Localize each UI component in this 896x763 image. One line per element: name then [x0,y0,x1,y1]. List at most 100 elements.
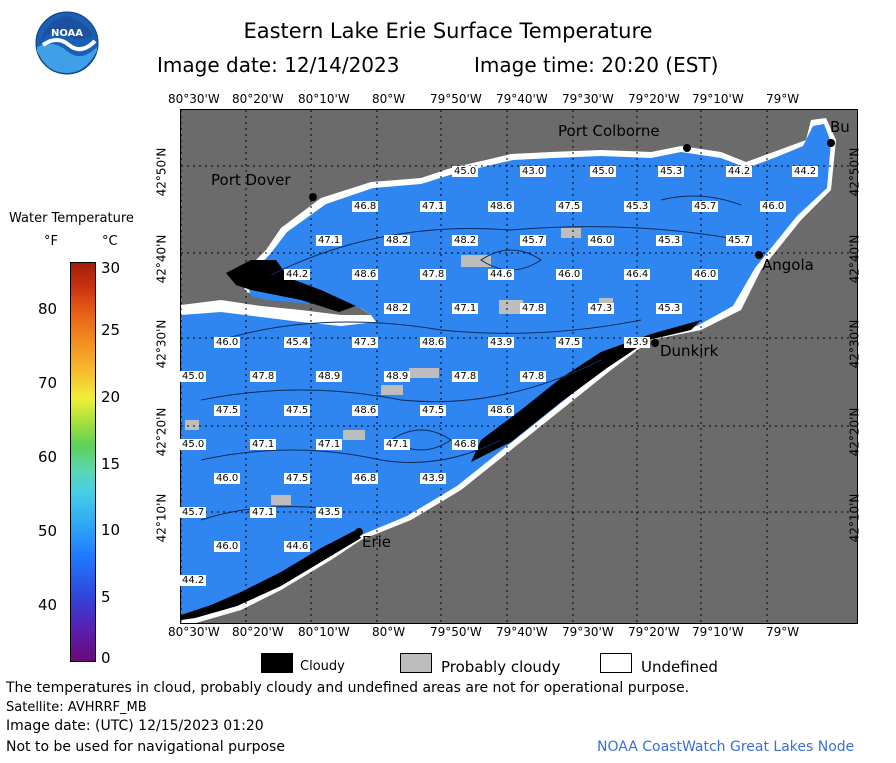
temperature-label: 45.7 [692,201,719,212]
image-time: Image time: 20:20 (EST) [474,53,719,77]
temperature-label: 47.8 [452,371,479,382]
temperature-label: 44.6 [284,541,311,552]
legend-title: Water Temperature [9,211,134,226]
map-canvas [181,110,857,623]
temperature-label: 47.8 [520,303,547,314]
temperature-label: 45.0 [180,371,207,382]
cloudy-key-label: Cloudy [300,659,345,674]
utc-date: Image date: (UTC) 12/15/2023 01:20 [6,718,264,734]
satellite-info: Satellite: AVHRRF_MB [6,700,147,715]
cloud-region-dover [226,260,356,312]
temperature-label: 47.5 [556,201,583,212]
temperature-label: 45.0 [452,166,479,177]
lon-label-top: 79°50'W [430,92,482,106]
lat-label-right: 42°20'N [847,407,862,457]
celsius-tick: 5 [101,588,111,606]
lat-label-right: 42°10'N [847,493,862,543]
temperature-label: 43.9 [488,337,515,348]
legend-unit-c: °C [102,234,118,249]
lon-label-top: 79°10'W [692,92,744,106]
celsius-tick: 15 [101,455,121,473]
temperature-label: 48.9 [384,371,411,382]
lat-label-left: 42°20'N [154,407,169,457]
navigation-warning: Not to be used for navigational purpose [6,739,285,755]
lon-label-top: 79°W [766,92,800,106]
city-markers [309,139,835,536]
temperature-label: 47.3 [352,337,379,348]
lon-label-top: 80°W [372,92,406,106]
temperature-label: 44.2 [792,166,819,177]
temperature-label: 46.0 [214,337,241,348]
lon-label-bottom: 80°10'W [298,625,350,639]
celsius-tick: 0 [101,649,111,667]
lon-label-bottom: 79°30'W [562,625,614,639]
lon-label-bottom: 79°40'W [496,625,548,639]
temperature-label: 47.1 [420,201,447,212]
lon-label-bottom: 80°30'W [168,625,220,639]
temperature-label: 44.2 [180,575,207,586]
lat-label-left: 42°30'N [154,319,169,369]
temperature-label: 45.3 [624,201,651,212]
temperature-label: 45.7 [180,507,207,518]
undefined-key-label: Undefined [641,658,718,676]
temperature-label: 48.6 [352,269,379,280]
celsius-tick: 25 [101,321,121,339]
temperature-label: 46.8 [352,473,379,484]
temperature-label: 46.0 [556,269,583,280]
probably-cloudy-swatch [400,653,432,673]
temperature-label: 47.1 [316,235,343,246]
temperature-label: 47.1 [250,507,277,518]
temperature-label: 47.5 [556,337,583,348]
temperature-label: 43.9 [624,337,651,348]
lon-label-bottom: 79°20'W [628,625,680,639]
lon-label-bottom: 79°W [766,625,800,639]
temperature-label: 48.2 [452,235,479,246]
temperature-label: 48.2 [384,303,411,314]
temperature-label: 46.4 [624,269,651,280]
buffalo-marker [827,139,835,147]
temperature-label: 48.6 [420,337,447,348]
credit-link[interactable]: NOAA CoastWatch Great Lakes Node [597,739,855,755]
temperature-label: 44.2 [284,269,311,280]
lon-label-top: 80°30'W [168,92,220,106]
undefined-swatch [600,653,632,673]
lon-label-top: 79°30'W [562,92,614,106]
lat-label-left: 42°10'N [154,493,169,543]
place-port-dover: Port Dover [211,171,291,189]
place-buffalo: Bu [830,118,850,136]
temperature-label: 43.9 [420,473,447,484]
temperature-label: 47.5 [284,473,311,484]
celsius-tick: 30 [101,259,121,277]
water-area [181,124,831,620]
temperature-label: 48.6 [488,201,515,212]
graticule [181,110,857,623]
lat-label-right: 42°30'N [847,319,862,369]
lon-label-bottom: 79°10'W [692,625,744,639]
temperature-label: 47.3 [588,303,615,314]
lon-label-top: 80°20'W [232,92,284,106]
lat-label-left: 42°40'N [154,234,169,284]
noaa-logo-text: NOAA [50,28,84,39]
cloudy-swatch [261,653,293,673]
temperature-label: 46.0 [692,269,719,280]
temperature-label: 45.7 [520,235,547,246]
temperature-label: 47.5 [214,405,241,416]
celsius-tick: 20 [101,388,121,406]
probably-cloudy-key-label: Probably cloudy [441,658,561,676]
celsius-tick: 10 [101,521,121,539]
image-date: Image date: 12/14/2023 [157,53,400,77]
temperature-label: 48.6 [352,405,379,416]
temperature-label: 46.0 [760,201,787,212]
fahrenheit-tick: 70 [38,374,58,392]
temperature-label: 45.3 [658,166,685,177]
temperature-label: 46.0 [214,473,241,484]
temperature-label: 45.0 [180,439,207,450]
port-dover-marker [309,193,317,201]
noaa-logo: NOAA [35,11,99,75]
place-dunkirk: Dunkirk [660,342,719,360]
temperature-label: 46.8 [452,439,479,450]
temperature-label: 47.1 [250,439,277,450]
temperature-label: 47.1 [452,303,479,314]
lon-label-bottom: 79°50'W [430,625,482,639]
temperature-label: 46.8 [352,201,379,212]
